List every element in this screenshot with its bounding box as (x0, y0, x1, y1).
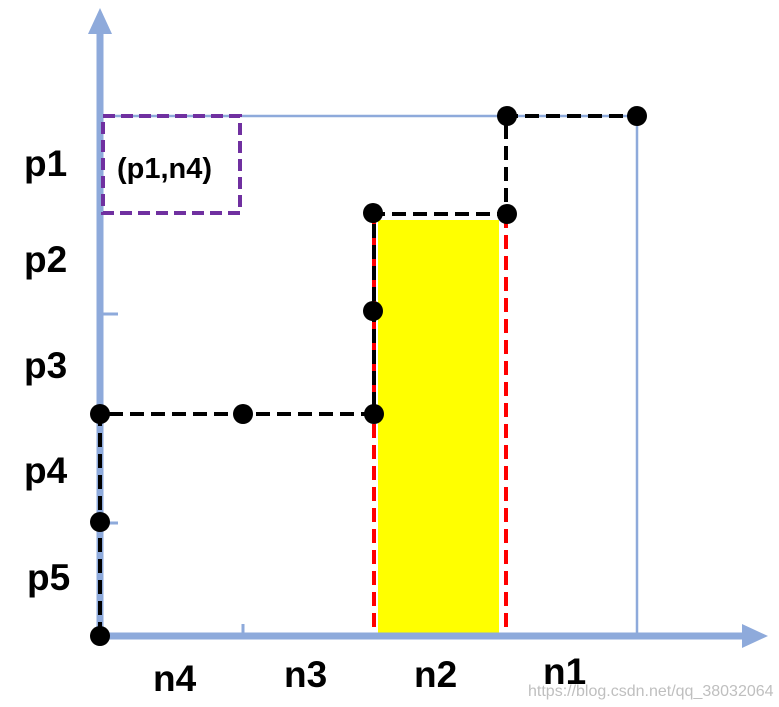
x-axis-arrowhead (742, 624, 768, 648)
dashed-path (98, 114, 637, 636)
p1-n4-box (101, 114, 242, 215)
path-point (497, 204, 517, 224)
highlight-region (378, 220, 499, 636)
box-label: (p1,n4) (117, 153, 212, 185)
path-point (363, 301, 383, 321)
y-label-p1: p1 (24, 143, 67, 184)
path-point (627, 106, 647, 126)
watermark: https://blog.csdn.net/qq_38032064 (528, 683, 774, 700)
y-label-p2: p2 (24, 239, 67, 280)
path-point (364, 404, 384, 424)
y-label-p3: p3 (24, 345, 67, 386)
path-point (233, 404, 253, 424)
path-point (90, 626, 110, 646)
x-label-n2: n2 (414, 654, 457, 695)
path-point (497, 106, 517, 126)
path-point (363, 203, 383, 223)
path-point (90, 512, 110, 532)
x-label-n3: n3 (284, 654, 327, 695)
y-label-p4: p4 (24, 450, 68, 491)
x-label-n4: n4 (153, 658, 197, 699)
y-label-p5: p5 (27, 557, 70, 598)
path-point (90, 404, 110, 424)
y-axis-arrowhead (88, 8, 112, 34)
x-label-n1: n1 (543, 651, 586, 692)
